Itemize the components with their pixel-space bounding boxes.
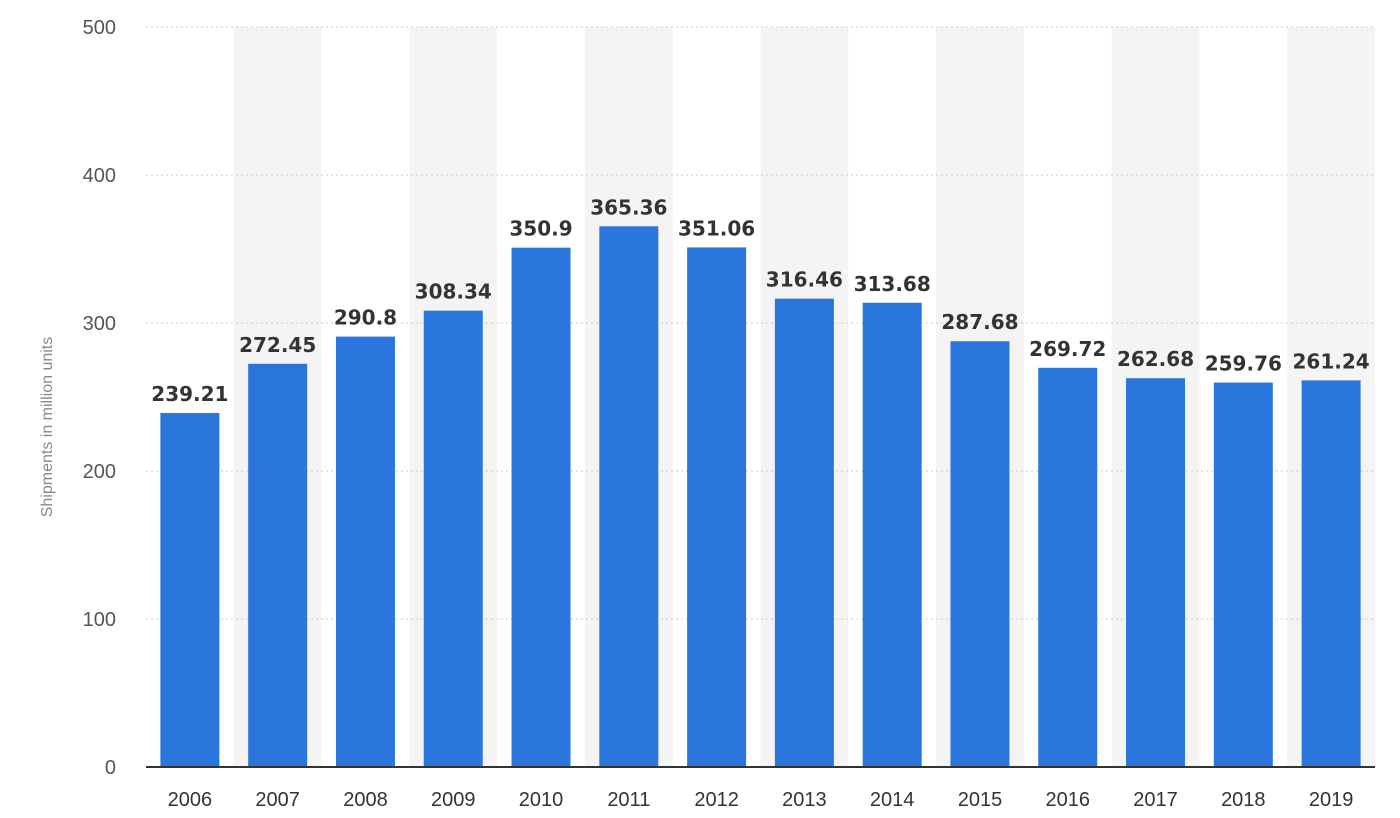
y-tick-label: 0: [105, 757, 116, 779]
x-axis-ticks: 2006 2007 2008 2009 2010 2011 2012 2013 2014 2015…: [168, 789, 1354, 811]
y-axis-title: Shipments in million units: [39, 337, 56, 518]
bar-2006: [160, 412, 220, 767]
x-tick-label-2012: 2012: [694, 789, 739, 811]
x-tick-label-2018: 2018: [1221, 789, 1266, 811]
y-tick-label: 300: [83, 313, 116, 335]
value-labels: 239.21 272.45 290.8 308.34 350.9 365.36 351.06…: [151, 195, 1369, 406]
bar-2011: [599, 226, 659, 767]
bars: [160, 226, 1361, 768]
x-tick-label-2011: 2011: [607, 789, 650, 811]
bar-2007: [248, 363, 308, 767]
value-label-2012: 351.06: [678, 216, 755, 240]
value-label-2014: 313.68: [854, 272, 931, 296]
bar-2010: [511, 247, 571, 768]
bar-2012: [687, 247, 747, 767]
bar-2015: [950, 341, 1010, 767]
bar-2019: [1301, 380, 1361, 767]
x-tick-label-2007: 2007: [255, 789, 300, 811]
value-label-2011: 365.36: [590, 195, 667, 219]
x-tick-label-2010: 2010: [519, 789, 564, 811]
x-tick-label-2016: 2016: [1046, 789, 1091, 811]
x-tick-label-2014: 2014: [870, 789, 915, 811]
y-tick-label: 200: [83, 461, 116, 483]
bar-2016: [1038, 367, 1098, 767]
value-label-2015: 287.68: [941, 310, 1018, 334]
value-label-2017: 262.68: [1117, 347, 1194, 371]
y-tick-label: 400: [83, 165, 116, 187]
value-label-2008: 290.8: [334, 306, 397, 330]
bar-2009: [423, 310, 483, 767]
x-tick-label-2019: 2019: [1309, 789, 1354, 811]
value-label-2010: 350.9: [509, 217, 572, 241]
value-label-2007: 272.45: [239, 333, 316, 357]
bar-2018: [1213, 382, 1273, 767]
value-label-2013: 316.46: [766, 268, 843, 292]
bar-2013: [774, 298, 834, 767]
value-label-2016: 269.72: [1029, 337, 1106, 361]
x-tick-label-2015: 2015: [958, 789, 1003, 811]
x-tick-label-2013: 2013: [782, 789, 827, 811]
x-tick-label-2017: 2017: [1133, 789, 1178, 811]
value-label-2018: 259.76: [1205, 352, 1282, 376]
value-label-2006: 239.21: [151, 382, 228, 406]
value-label-2019: 261.24: [1293, 349, 1370, 373]
bar-2008: [335, 336, 395, 767]
bar-2014: [862, 302, 922, 767]
y-axis-ticks: 0 100 200 300 400 500: [83, 17, 116, 779]
y-tick-label: 100: [83, 609, 116, 631]
y-tick-label: 500: [83, 17, 116, 39]
bar-2017: [1126, 378, 1186, 767]
x-tick-label-2009: 2009: [431, 789, 476, 811]
x-tick-label-2006: 2006: [168, 789, 213, 811]
x-tick-label-2008: 2008: [343, 789, 388, 811]
value-label-2009: 308.34: [415, 280, 492, 304]
